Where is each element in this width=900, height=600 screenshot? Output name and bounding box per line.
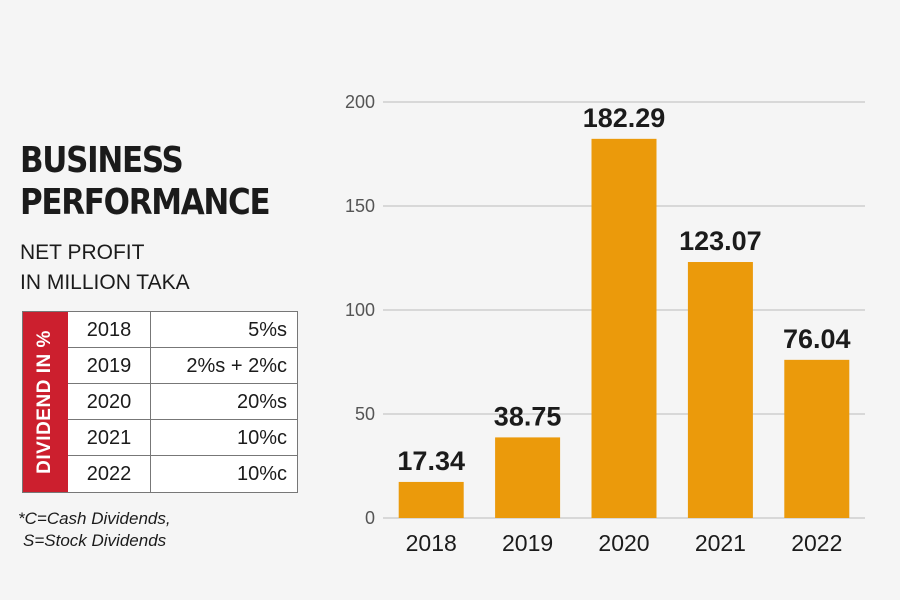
x-tick-label: 2020 [598,530,649,556]
dividend-row: 2020 20%s [68,384,297,420]
data-label: 17.34 [397,446,465,476]
dividend-value: 5%s [248,319,287,341]
dividend-year: 2021 [68,420,151,456]
x-tick-label: 2018 [406,530,457,556]
dividend-row: 2021 10%c [68,420,297,456]
subtitle-line-2: IN MILLION TAKA [20,271,190,294]
dividend-value: 2%s + 2%c [186,355,287,377]
y-tick-label: 0 [365,508,375,528]
dividend-table: DIVIDEND IN % 2018 5%s 2019 2%s + 2%c 20… [22,311,298,493]
y-tick-label: 50 [355,404,375,424]
footnote-line-1: *C=Cash Dividends, [18,509,171,528]
bar [784,359,850,518]
x-tick-label: 2021 [695,530,746,556]
bar [687,262,753,518]
chart-subtitle: NET PROFIT IN MILLION TAKA [20,238,320,298]
dividend-year: 2018 [68,312,151,348]
dividend-year: 2019 [68,348,151,384]
data-label: 182.29 [583,103,666,133]
bar [398,481,464,518]
dividend-row: 2022 10%c [68,456,297,492]
bar [495,437,561,518]
dividend-row: 2018 5%s [68,312,297,348]
dividend-value: 10%c [236,463,287,485]
chart-title: BUSINESS PERFORMANCE [20,140,271,224]
y-tick-label: 100 [345,300,375,320]
bar [591,138,657,518]
x-tick-label: 2019 [502,530,553,556]
dividend-year: 2022 [68,456,151,492]
dividend-side-text: DIVIDEND IN % [34,330,55,474]
x-tick-label: 2022 [791,530,842,556]
dividend-value: 10%c [236,427,287,449]
title-line-2: PERFORMANCE [20,182,271,223]
footnote: *C=Cash Dividends, S=Stock Dividends [18,508,171,552]
data-label: 76.04 [783,324,851,354]
dividend-side-label: DIVIDEND IN % [23,312,68,492]
y-tick-label: 200 [345,92,375,112]
data-label: 123.07 [679,226,762,256]
data-label: 38.75 [494,401,562,431]
title-line-1: BUSINESS [20,140,184,181]
y-tick-label: 150 [345,196,375,216]
dividend-row: 2019 2%s + 2%c [68,348,297,384]
footnote-line-2: S=Stock Dividends [23,531,167,550]
dividend-value: 20%s [236,391,287,413]
dividend-year: 2020 [68,384,151,420]
bar-chart: 0 50 100 150 200 17.34 2018 38.75 2019 182.29 2020… [345,92,865,556]
subtitle-line-1: NET PROFIT [20,241,145,264]
